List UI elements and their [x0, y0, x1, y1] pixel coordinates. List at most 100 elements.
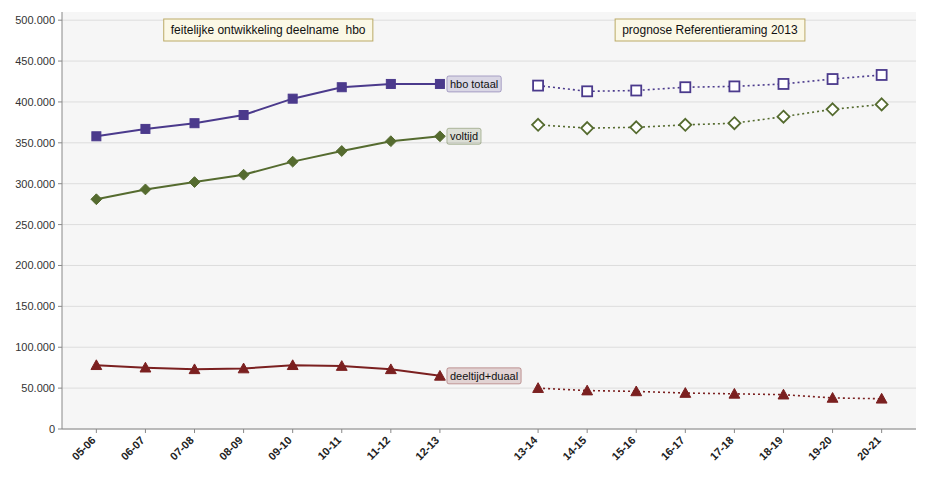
point [728, 117, 740, 129]
point [287, 156, 298, 167]
point [778, 389, 789, 399]
point [631, 386, 642, 396]
grid-line [62, 388, 916, 389]
tick-mark [58, 388, 62, 389]
point [876, 393, 887, 403]
x-axis-line [62, 429, 916, 430]
tick-mark [58, 265, 62, 266]
point [337, 83, 346, 92]
point [729, 81, 739, 91]
tick-mark [538, 429, 539, 433]
tick-mark [58, 347, 62, 348]
tick-mark [292, 429, 293, 433]
line [96, 136, 440, 199]
tick-label: 100.000 [15, 341, 55, 353]
tick-label: 450.000 [15, 55, 55, 67]
tick-mark [685, 429, 686, 433]
tick-mark [58, 20, 62, 21]
series [91, 360, 445, 380]
label-box [447, 128, 481, 144]
point [238, 363, 249, 373]
point [435, 370, 446, 380]
point [582, 385, 593, 395]
tick-mark [243, 429, 244, 433]
point [582, 86, 592, 96]
annotations: feitelijke ontwikkeling deelname hboprog… [164, 19, 805, 41]
y-axis: 050.000100.000150.000200.000250.000300.0… [15, 14, 916, 435]
point [91, 194, 102, 205]
tick-mark [58, 183, 62, 184]
point [92, 132, 101, 141]
point [581, 122, 593, 134]
tick-label: 50.000 [21, 382, 55, 394]
grid-line [62, 101, 916, 102]
tick-label: 400.000 [15, 96, 55, 108]
grid-line [62, 61, 916, 62]
tick-mark [145, 429, 146, 433]
point [533, 383, 544, 393]
grid-line [62, 265, 916, 266]
tick-mark [58, 142, 62, 143]
tick-label: 20-21 [855, 434, 883, 462]
tick-mark [341, 429, 342, 433]
tick-label: 13-14 [511, 433, 540, 462]
tick-label: 250.000 [15, 219, 55, 231]
grid-line [62, 429, 916, 430]
annotation-box [615, 19, 805, 41]
tick-label: 08-09 [217, 434, 245, 462]
grid-line [62, 142, 916, 143]
tick-mark [58, 429, 62, 430]
chart: 050.000100.000150.000200.000250.000300.0… [0, 0, 930, 483]
x-axis: 05-0606-0707-0808-0909-1010-1111-1212-13… [69, 429, 883, 462]
point [827, 103, 839, 115]
label-box [447, 76, 501, 92]
tick-mark [832, 429, 833, 433]
tick-label: 350.000 [15, 137, 55, 149]
point [91, 360, 102, 370]
tick-label: 15-16 [609, 434, 637, 462]
tick-label: 14-15 [560, 434, 588, 462]
point [238, 169, 249, 180]
series [532, 98, 888, 134]
tick-label: 12-13 [413, 434, 441, 462]
series [533, 70, 887, 96]
tick-mark [96, 429, 97, 433]
point [680, 388, 691, 398]
tick-label: 0 [49, 423, 55, 435]
tick-mark [439, 429, 440, 433]
tick-label: 05-06 [69, 434, 97, 462]
tick-mark [58, 61, 62, 62]
grid-line [62, 347, 916, 348]
tick-label: 09-10 [266, 434, 294, 462]
point [141, 124, 150, 133]
tick-mark [58, 224, 62, 225]
grid-line [62, 224, 916, 225]
point [386, 79, 395, 88]
point [630, 121, 642, 133]
tick-mark [390, 429, 391, 433]
tick-label: 16-17 [658, 434, 686, 462]
point [189, 177, 200, 188]
point [385, 364, 396, 374]
point [435, 131, 446, 142]
plot-area [62, 12, 916, 429]
annotation-box [164, 19, 373, 41]
point [190, 119, 199, 128]
tick-label: 19-20 [806, 434, 834, 462]
point [435, 79, 444, 88]
series-label: voltijd [450, 130, 478, 142]
tick-label: 150.000 [15, 300, 55, 312]
tick-mark [881, 429, 882, 433]
point [533, 81, 543, 91]
point [631, 85, 641, 95]
series [92, 79, 445, 140]
tick-mark [194, 429, 195, 433]
tick-label: 18-19 [757, 434, 785, 462]
point [532, 119, 544, 131]
point [336, 361, 347, 371]
point [778, 79, 788, 89]
point [239, 111, 248, 120]
tick-mark [636, 429, 637, 433]
tick-mark [587, 429, 588, 433]
grid-line [62, 306, 916, 307]
